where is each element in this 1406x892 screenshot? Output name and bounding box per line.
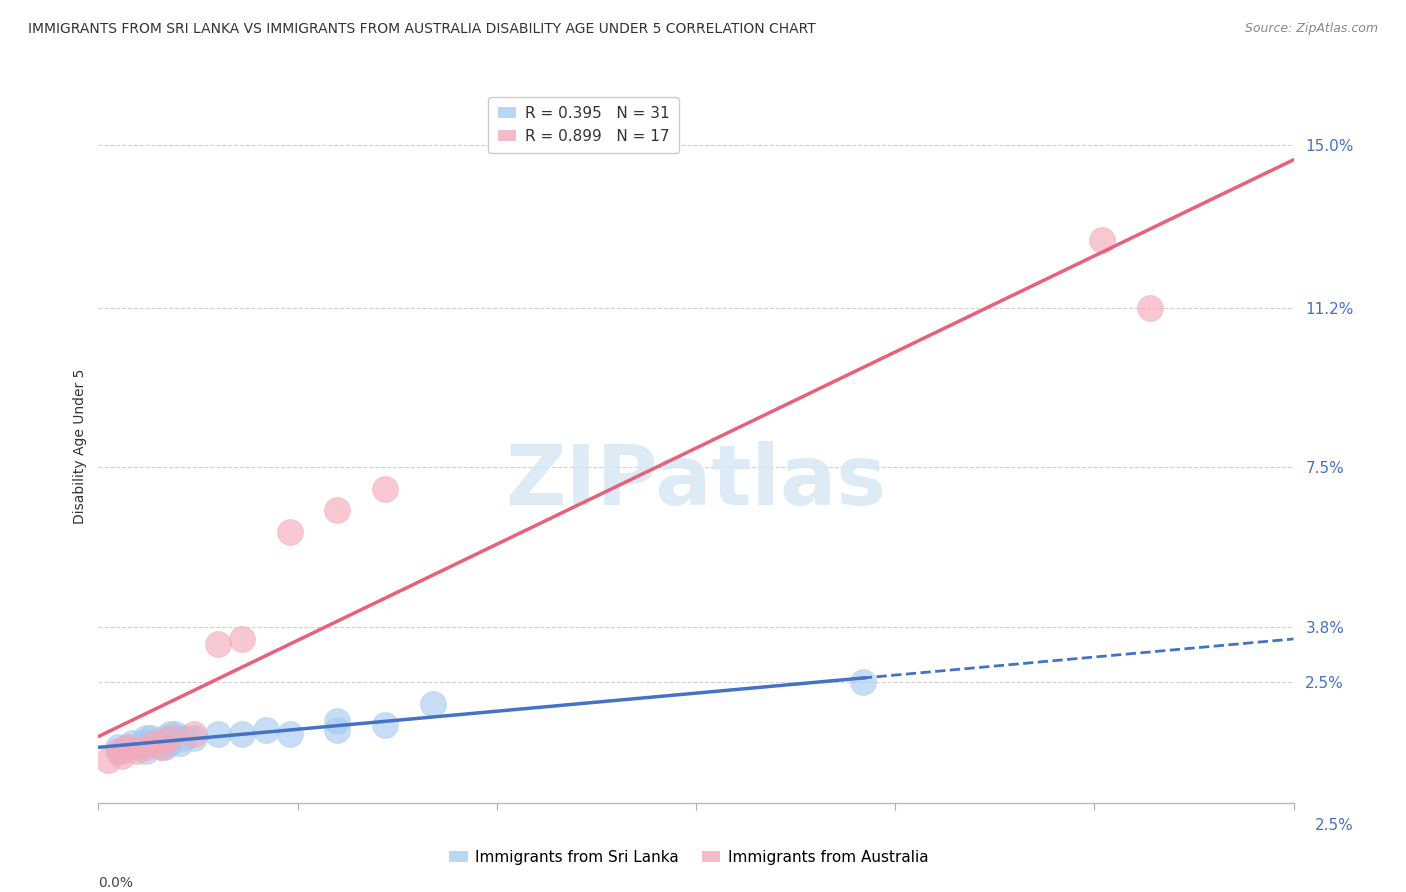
Point	[852, 675, 875, 690]
Text: Source: ZipAtlas.com: Source: ZipAtlas.com	[1244, 22, 1378, 36]
Point	[135, 739, 157, 754]
Point	[183, 731, 205, 746]
Point	[159, 736, 181, 750]
Point	[111, 748, 134, 763]
Point	[135, 736, 157, 750]
Point	[1091, 233, 1114, 247]
Point	[111, 744, 134, 758]
Point	[115, 739, 138, 754]
Point	[207, 637, 229, 651]
Point	[131, 736, 153, 750]
Point	[159, 731, 181, 746]
Point	[125, 744, 148, 758]
Point	[1139, 301, 1161, 316]
Point	[149, 739, 172, 754]
Point	[173, 731, 195, 746]
Point	[135, 744, 157, 758]
Point	[139, 731, 162, 746]
Point	[163, 731, 186, 746]
Point	[422, 697, 444, 711]
Point	[374, 482, 396, 496]
Point	[145, 736, 167, 750]
Point	[231, 632, 253, 647]
Point	[231, 727, 253, 741]
Text: 2.5%: 2.5%	[1315, 818, 1354, 832]
Point	[159, 727, 181, 741]
Point	[135, 731, 157, 746]
Legend: R = 0.395   N = 31, R = 0.899   N = 17: R = 0.395 N = 31, R = 0.899 N = 17	[488, 97, 679, 153]
Point	[155, 739, 177, 754]
Point	[145, 736, 167, 750]
Y-axis label: Disability Age Under 5: Disability Age Under 5	[73, 368, 87, 524]
Point	[207, 727, 229, 741]
Point	[125, 739, 148, 754]
Point	[115, 739, 138, 754]
Point	[326, 714, 349, 728]
Point	[183, 727, 205, 741]
Point	[326, 723, 349, 737]
Point	[374, 718, 396, 732]
Point	[107, 739, 129, 754]
Point	[278, 524, 301, 539]
Point	[97, 753, 120, 767]
Point	[121, 736, 143, 750]
Point	[163, 727, 186, 741]
Point	[169, 736, 191, 750]
Text: IMMIGRANTS FROM SRI LANKA VS IMMIGRANTS FROM AUSTRALIA DISABILITY AGE UNDER 5 CO: IMMIGRANTS FROM SRI LANKA VS IMMIGRANTS …	[28, 22, 815, 37]
Point	[149, 736, 172, 750]
Legend: Immigrants from Sri Lanka, Immigrants from Australia: Immigrants from Sri Lanka, Immigrants fr…	[443, 844, 935, 871]
Point	[155, 731, 177, 746]
Point	[149, 739, 172, 754]
Text: 0.0%: 0.0%	[98, 876, 134, 890]
Point	[278, 727, 301, 741]
Point	[326, 503, 349, 517]
Point	[254, 723, 277, 737]
Point	[107, 744, 129, 758]
Text: ZIPatlas: ZIPatlas	[506, 442, 886, 522]
